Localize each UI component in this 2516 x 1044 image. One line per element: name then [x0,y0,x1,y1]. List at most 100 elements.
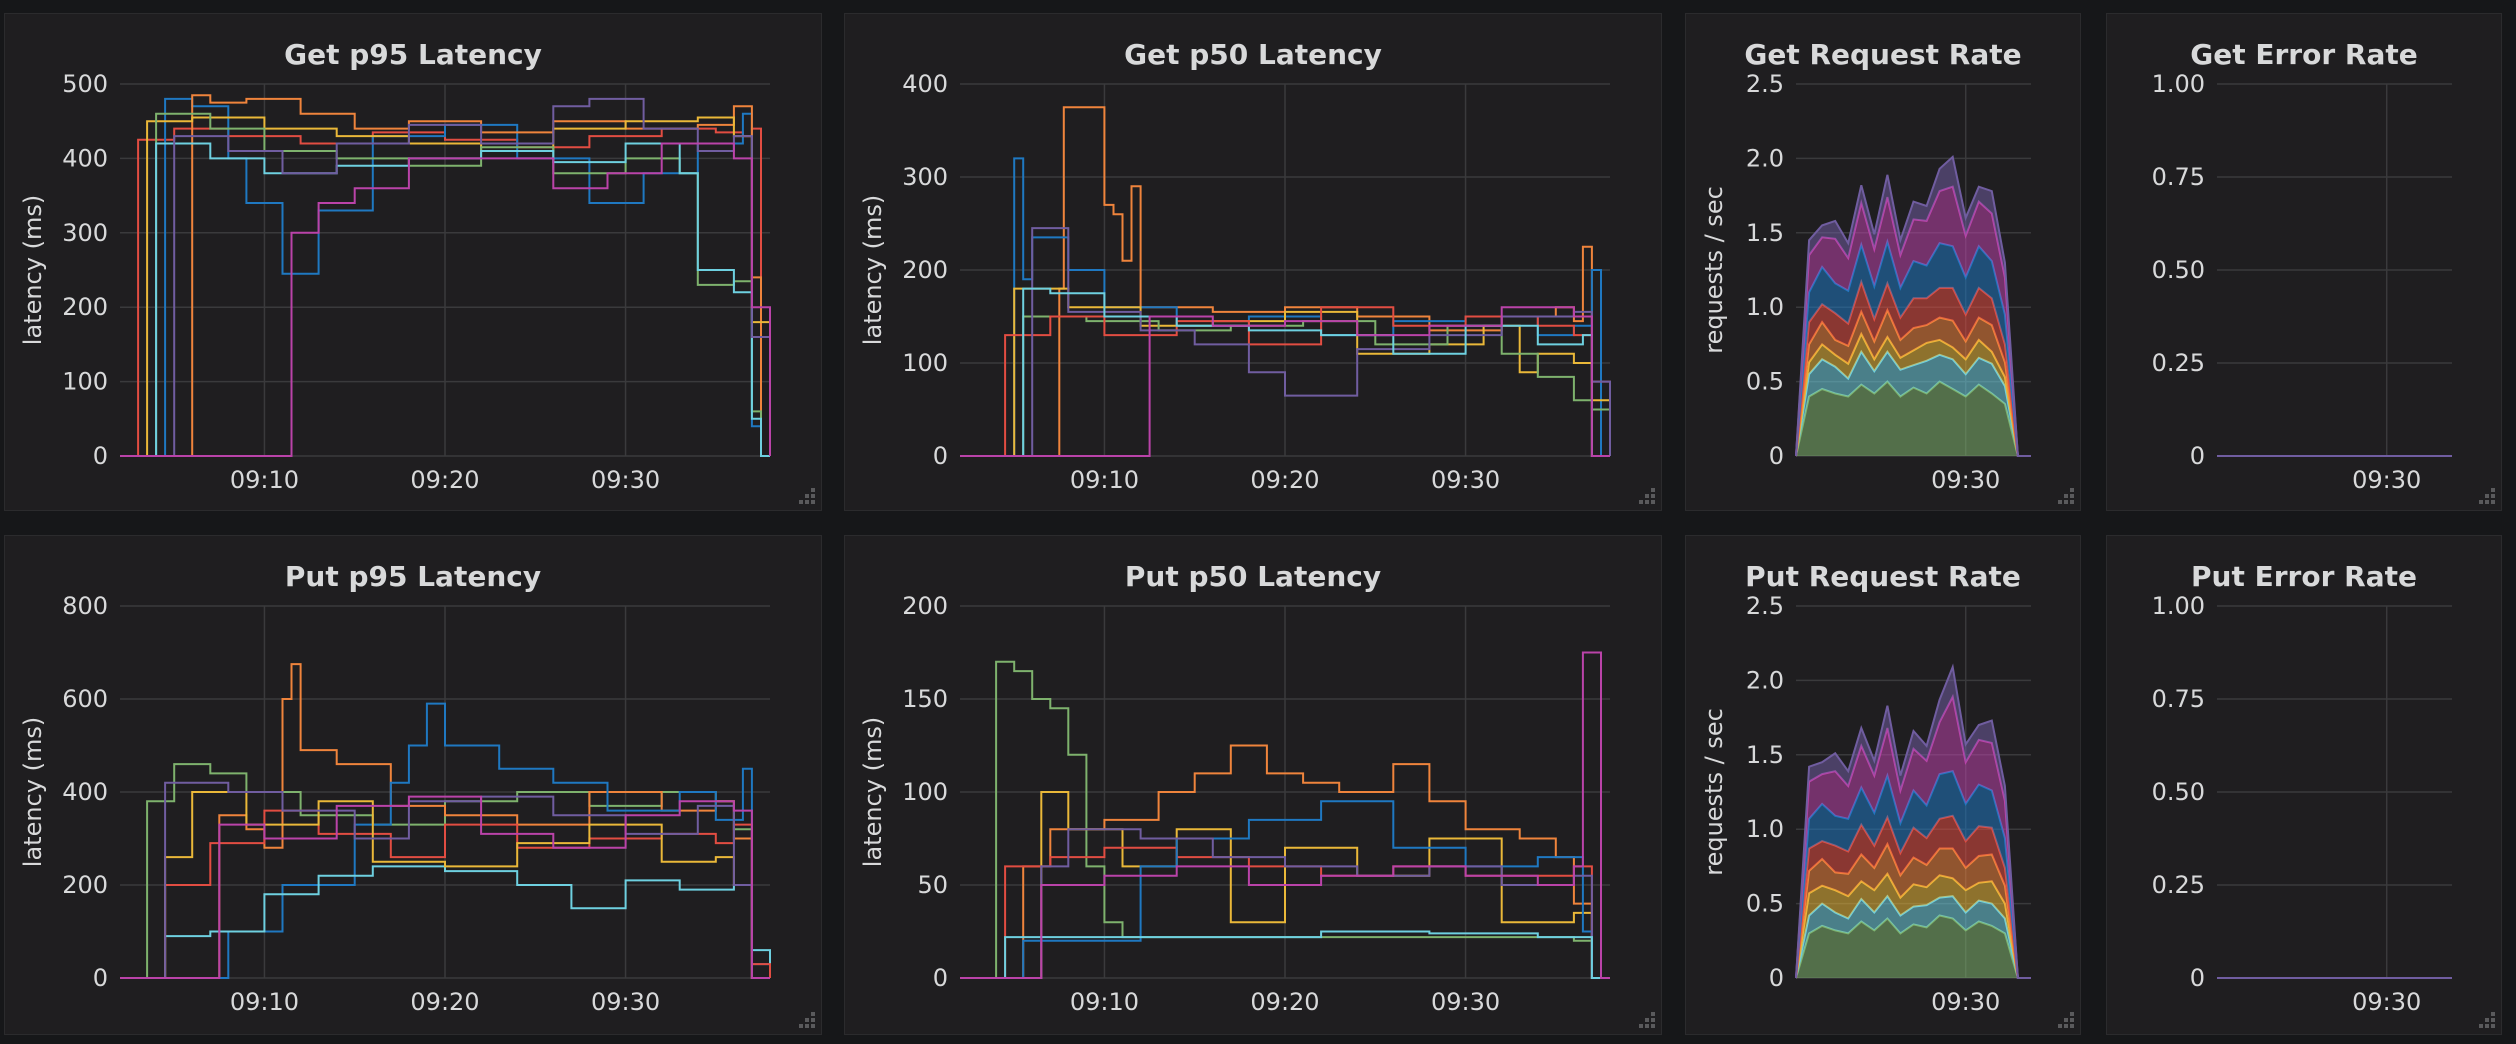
resize-dot [2491,500,2495,504]
series-line-orange [120,94,770,457]
resize-handle-icon[interactable] [797,1010,817,1030]
y-tick-label: 50 [917,871,948,899]
resize-dot [1651,494,1655,498]
put-p95-latency-panel[interactable]: 0 200 400 600 800 09:10 09:20 09:30 latency (ms)… [4,535,822,1035]
panel-title[interactable]: Put Request Rate [1745,560,2021,593]
area-band-orange [1796,310,2031,456]
resize-dot [805,1018,809,1022]
get-request-rate-panel[interactable]: 0 0.5 1.0 1.5 2.0 2.5 09:30 requests / sec Get … [1685,13,2081,511]
resize-handle-icon[interactable] [2056,1010,2076,1030]
y-tick-label: 0.50 [2152,256,2205,284]
resize-handle-icon[interactable] [1637,1010,1657,1030]
get-p50-latency-panel[interactable]: 0 100 200 300 400 09:10 09:20 09:30 latency (ms)… [844,13,1662,511]
resize-dot [1651,1018,1655,1022]
area-band-orange [1796,844,2031,978]
series-line-magenta [120,795,770,979]
x-tick-label: 09:30 [2352,988,2421,1016]
resize-dot [2064,1024,2068,1028]
resize-dot [811,494,815,498]
series-line-yellow [120,791,770,979]
area-band-blue [1796,241,2031,456]
resize-dot [2479,1024,2483,1028]
series-line-magenta [960,651,1610,979]
chart-svg[interactable]: 0 200 400 600 800 09:10 09:20 09:30 latency (ms) [5,536,821,1034]
panel-title[interactable]: Put p95 Latency [284,560,542,593]
panel-title[interactable]: Get Error Rate [2190,38,2418,71]
y-tick-label: 0 [933,442,948,470]
y-tick-label: 2.0 [1746,144,1784,172]
resize-dot [1651,500,1655,504]
resize-handle-icon[interactable] [2477,1010,2497,1030]
resize-dot [2070,500,2074,504]
y-tick-label: 100 [902,778,948,806]
area-band-blue [1796,771,2031,978]
panel-title[interactable]: Get p95 Latency [284,38,542,71]
get-p95-latency-panel[interactable]: 0 100 200 300 400 500 09:10 09:20 09:30 latency (… [4,13,822,511]
series-line-cyan [960,287,1610,457]
series-line-magenta [960,306,1610,457]
chart-svg[interactable]: 0 0.25 0.50 0.75 1.00 09:30 [2107,536,2501,1034]
resize-handle-icon[interactable] [797,486,817,506]
resize-dot [1645,1024,1649,1028]
resize-handle-icon[interactable] [2477,486,2497,506]
area-band-yellow [1796,873,2031,978]
area-line-purple [1795,154,2031,457]
chart-svg[interactable]: 0 100 200 300 400 500 09:10 09:20 09:30 latency (… [5,14,821,510]
resize-dot [2070,1018,2074,1022]
chart-svg[interactable]: 0 0.25 0.50 0.75 1.00 09:30 [2107,14,2501,510]
y-tick-label: 800 [62,592,108,620]
y-tick-label: 0 [93,964,108,992]
put-request-rate-panel[interactable]: 0 0.5 1.0 1.5 2.0 2.5 09:30 requests / sec Put … [1685,535,2081,1035]
area-line-purple [1795,663,2031,979]
resize-dot [811,1012,815,1016]
y-tick-label: 150 [902,685,948,713]
put-error-rate-panel[interactable]: 0 0.25 0.50 0.75 1.00 09:30 Put Error Rate [2106,535,2502,1035]
y-axis-label: requests / sec [1700,708,1728,876]
y-axis-label: latency (ms) [19,195,47,345]
resize-dot [1651,1012,1655,1016]
series-line-cyan [960,930,1610,979]
panel-title[interactable]: Get Request Rate [1744,38,2022,71]
chart-svg[interactable]: 0 0.5 1.0 1.5 2.0 2.5 09:30 requests / sec [1686,14,2080,510]
resize-dot [799,500,803,504]
x-tick-label: 09:30 [591,466,660,494]
x-tick-label: 09:30 [1431,988,1500,1016]
resize-handle-icon[interactable] [1637,486,1657,506]
y-tick-label: 200 [62,293,108,321]
get-error-rate-panel[interactable]: 0 0.25 0.50 0.75 1.00 09:30 Get Error Rate [2106,13,2502,511]
y-axis-label: latency (ms) [859,717,887,867]
panel-title[interactable]: Put Error Rate [2191,560,2417,593]
y-tick-label: 200 [902,592,948,620]
y-tick-label: 0.25 [2152,871,2205,899]
resize-dot [2491,1024,2495,1028]
y-tick-label: 1.5 [1746,741,1784,769]
chart-svg[interactable]: 0 0.5 1.0 1.5 2.0 2.5 09:30 requests / sec [1686,536,2080,1034]
y-tick-label: 2.0 [1746,666,1784,694]
x-tick-label: 09:10 [1070,466,1139,494]
y-axis-label: latency (ms) [19,717,47,867]
panel-title[interactable]: Put p50 Latency [1124,560,1382,593]
y-tick-label: 300 [62,219,108,247]
resize-dot [2070,1024,2074,1028]
y-tick-label: 200 [902,256,948,284]
area-band-magenta [1796,186,2031,456]
resize-dot [805,494,809,498]
resize-dot [2064,494,2068,498]
chart-svg[interactable]: 0 50 100 150 200 09:10 09:20 09:30 latency (ms) [845,536,1661,1034]
resize-dot [799,1024,803,1028]
y-tick-label: 100 [902,349,948,377]
put-p50-latency-panel[interactable]: 0 50 100 150 200 09:10 09:20 09:30 latency (ms) … [844,535,1662,1035]
resize-handle-icon[interactable] [2056,486,2076,506]
area-band-purple [1796,667,2031,978]
resize-dot [2491,488,2495,492]
x-tick-label: 09:20 [1250,466,1319,494]
chart-svg[interactable]: 0 100 200 300 400 09:10 09:20 09:30 latency (ms) [845,14,1661,510]
series-line-cyan [120,865,771,979]
y-tick-label: 600 [62,685,108,713]
y-tick-label: 0.25 [2152,349,2205,377]
area-band-red [1796,815,2031,978]
panel-title[interactable]: Get p50 Latency [1124,38,1382,71]
series-line-blue [120,97,770,457]
series-line-cyan [120,142,770,457]
y-tick-label: 1.0 [1746,815,1784,843]
